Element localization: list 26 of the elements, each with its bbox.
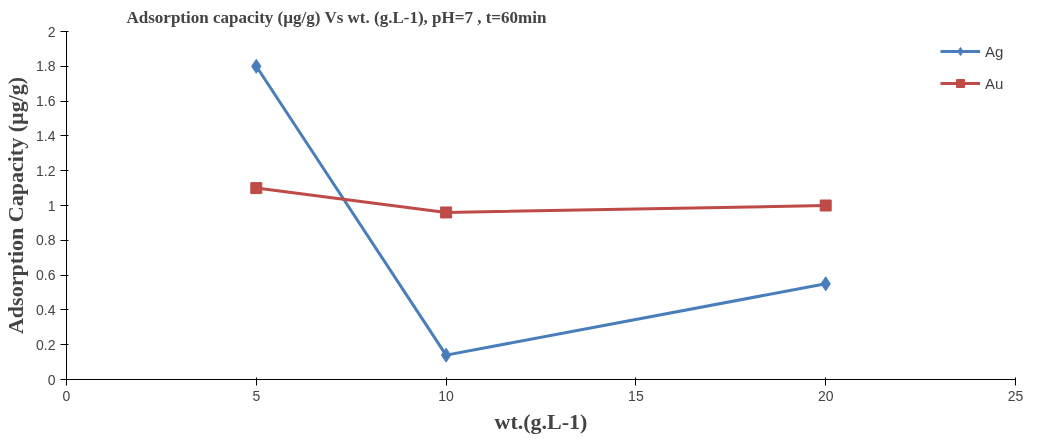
y-tick-label: 1.2 [36,162,56,179]
y-tick-label: 0.8 [36,232,56,249]
point [250,182,263,195]
y-tick-label: 1 [47,197,56,214]
x-tick-label: 25 [1007,387,1024,404]
y-tick-label: 1.8 [36,58,56,75]
y-axis-title: Adsorption Capacity (µg/g) [3,76,29,335]
legend-label: Au [985,74,1005,92]
y-tick-label: 0.2 [36,336,56,353]
point [819,199,832,212]
x-tick-label: 5 [252,387,261,404]
x-tick-label: 20 [817,387,834,404]
x-tick-label: 0 [62,387,71,404]
y-tick-label: 0.6 [36,267,56,284]
y-tick-label: 0.4 [36,301,56,318]
x-tick-label: 15 [628,387,644,404]
y-tick-label: 1.6 [36,93,56,110]
point [440,347,452,363]
point [440,206,453,219]
y-tick-label: 2 [47,23,56,40]
y-tick-label: 1.4 [36,127,56,144]
x-axis-title: wt.(g.L-1) [494,408,588,434]
x-tick-label: 10 [438,387,455,404]
chart-title: Adsorption capacity (µg/g) Vs wt. (g.L-1), pH=7 , t=60min [126,7,547,27]
legend-label: Ag [985,42,1005,60]
y-tick-label: 0 [47,371,56,388]
